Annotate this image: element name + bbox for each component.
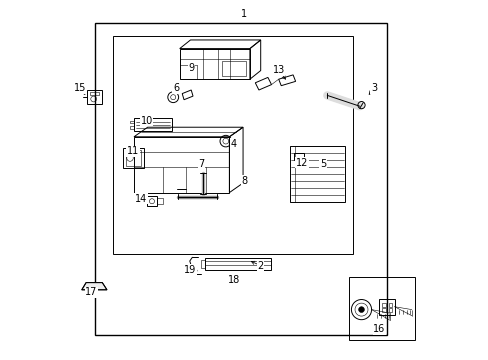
Text: 6: 6 <box>173 83 179 93</box>
Text: 19: 19 <box>184 265 196 275</box>
Bar <box>289 146 345 202</box>
Circle shape <box>358 307 364 312</box>
Text: 16: 16 <box>373 324 385 334</box>
Text: 18: 18 <box>227 275 239 285</box>
Bar <box>134 137 229 193</box>
Bar <box>200 260 204 268</box>
Text: 9: 9 <box>188 63 194 73</box>
Text: 3: 3 <box>370 83 376 93</box>
Bar <box>129 126 134 129</box>
Text: 17: 17 <box>85 287 98 297</box>
Bar <box>134 118 171 131</box>
Text: 7: 7 <box>198 159 204 169</box>
Bar <box>129 121 134 123</box>
Text: 15: 15 <box>74 83 86 93</box>
Text: 2: 2 <box>257 261 264 271</box>
Bar <box>146 196 157 206</box>
Bar <box>204 258 271 270</box>
Bar <box>348 277 415 340</box>
Text: 10: 10 <box>140 116 152 126</box>
Text: 14: 14 <box>135 194 147 204</box>
Bar <box>294 153 304 160</box>
Bar <box>113 36 352 254</box>
Text: 5: 5 <box>319 159 325 169</box>
Text: 4: 4 <box>230 139 236 149</box>
Bar <box>387 303 392 307</box>
Bar <box>378 299 394 315</box>
Polygon shape <box>81 283 107 290</box>
Bar <box>126 150 141 166</box>
Bar <box>381 303 385 307</box>
Bar <box>87 90 102 104</box>
Bar <box>179 49 249 79</box>
Bar <box>381 308 385 312</box>
Text: 1: 1 <box>241 9 247 19</box>
Bar <box>123 148 144 168</box>
Bar <box>387 308 392 312</box>
Text: 13: 13 <box>272 65 284 75</box>
Text: 11: 11 <box>126 146 139 156</box>
Bar <box>90 92 99 95</box>
Bar <box>95 23 386 335</box>
Text: 12: 12 <box>295 158 307 168</box>
Bar <box>157 198 163 204</box>
Text: 8: 8 <box>241 176 247 186</box>
Bar <box>222 61 246 76</box>
